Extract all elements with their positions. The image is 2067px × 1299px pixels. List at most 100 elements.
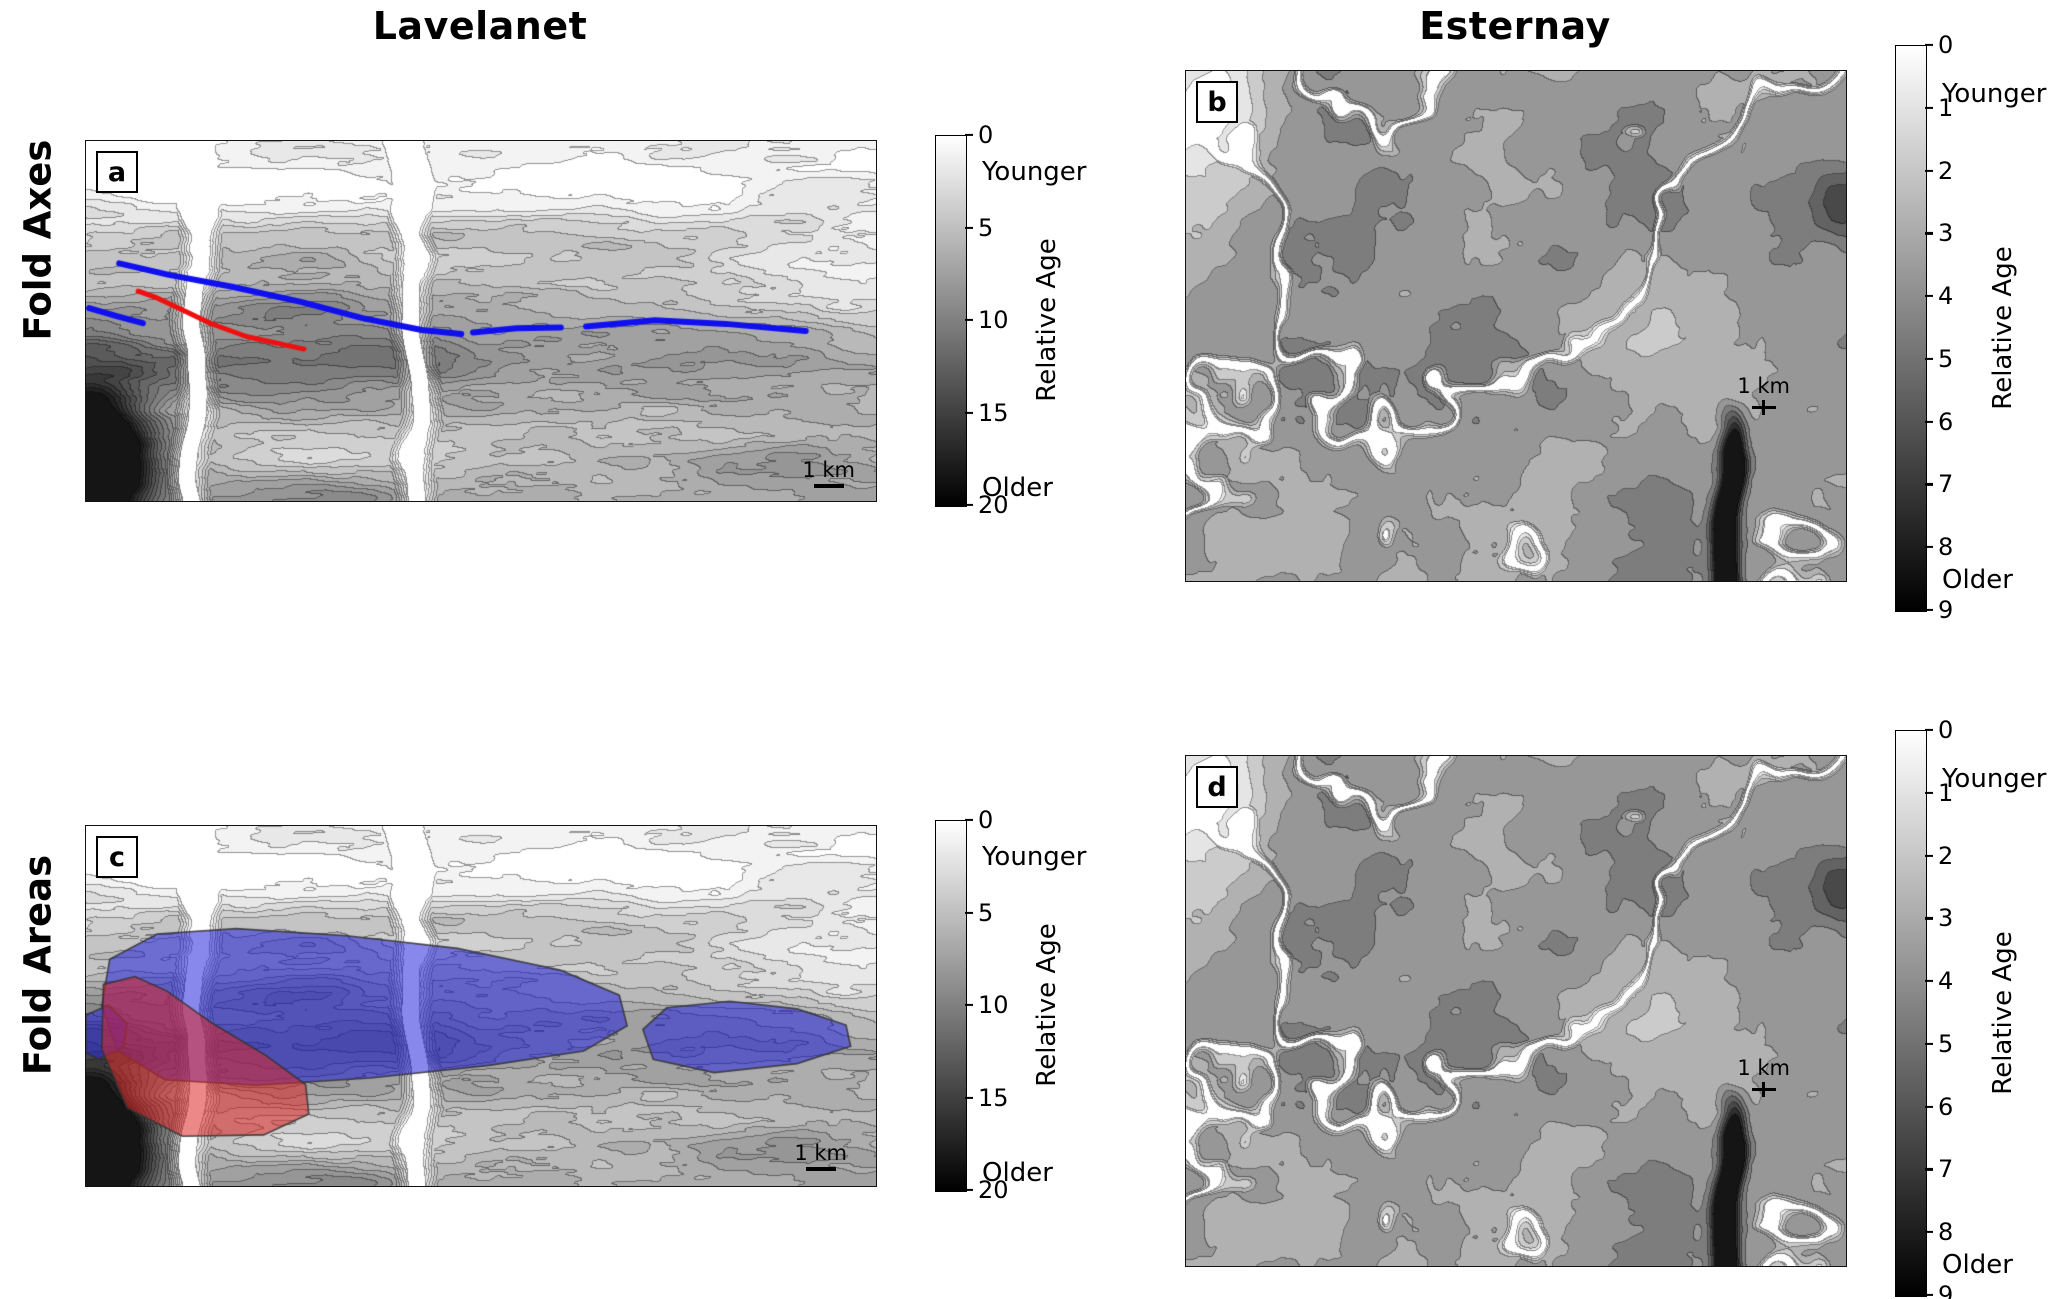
- colorbar-gradient: [935, 820, 967, 1192]
- colorbar-tick-mark: [965, 1003, 973, 1007]
- colorbar-tick-mark: [1925, 232, 1933, 235]
- colorbar-tick-mark: [965, 503, 973, 507]
- colorbar-tick-label: 0: [1938, 31, 1954, 59]
- colorbar-tick-label: 1: [1938, 778, 1954, 807]
- column-title-lavelanet: Lavelanet: [372, 4, 588, 48]
- colorbar-tick-mark: [1925, 1231, 1933, 1234]
- colorbar-tick-mark: [1925, 728, 1933, 732]
- panel-a-letter: a: [96, 151, 138, 193]
- colorbar-tick-label: 15: [978, 398, 1009, 427]
- colorbar-tick-label: 0: [1938, 716, 1954, 744]
- colorbar-tick-label: 3: [1938, 904, 1954, 933]
- scalebar-line: [805, 1167, 836, 1171]
- colorbar-tick-mark: [1925, 295, 1933, 298]
- colorbar-tick-mark: [1925, 1168, 1933, 1171]
- scalebar-line: [1751, 1082, 1776, 1097]
- colorbar-tick-label: 4: [1938, 967, 1954, 996]
- colorbar-tick-label: 9: [1938, 1281, 1954, 1299]
- colorbar-tick-label: 6: [1938, 1092, 1954, 1121]
- colorbar-tick-label: 20: [978, 491, 1009, 519]
- colorbar-tick-mark: [1925, 420, 1933, 423]
- panel-c: c 1 km: [85, 825, 877, 1187]
- colorbar-tick-mark: [1925, 169, 1933, 172]
- colorbar-tick-label: 3: [1938, 219, 1954, 248]
- colorbar-older-label: Older: [982, 1158, 1053, 1188]
- colorbar-axis-label: Relative Age: [1988, 930, 2018, 1095]
- panel-b: b 1 km: [1185, 70, 1847, 582]
- colorbar-older-label: Older: [982, 473, 1053, 503]
- esternay-fold-areas-map: [1185, 755, 1847, 1267]
- colorbar-tick-label: 9: [1938, 596, 1954, 624]
- colorbar-tick-mark: [965, 911, 973, 914]
- colorbar-axis-label: Relative Age: [1988, 245, 2018, 410]
- colorbar-tick-label: 5: [978, 898, 994, 927]
- panel-d: d 1 km: [1185, 755, 1847, 1267]
- colorbar-tick-mark: [1925, 483, 1933, 486]
- panel-c-letter: c: [96, 836, 138, 878]
- colorbar-b: Younger Older Relative Age 0 1 2 3 4 5 6 7 8 9: [1895, 33, 2067, 622]
- colorbar-tick-mark: [1925, 608, 1933, 612]
- panel-b-letter: b: [1196, 81, 1238, 123]
- scalebar-label: 1 km: [802, 458, 855, 482]
- colorbar-d: Younger Older Relative Age 0 1 2 3 4 5 6 7 8 9: [1895, 718, 2067, 1299]
- esternay-fold-axes-map: [1185, 70, 1847, 582]
- colorbar-older-label: Older: [1942, 565, 2013, 595]
- colorbar-axis-label: Relative Age: [1032, 238, 1062, 402]
- colorbar-tick-label: 8: [1938, 1218, 1954, 1247]
- colorbar-tick-label: 1: [1938, 93, 1954, 122]
- scalebar-label: 1 km: [1737, 1056, 1790, 1080]
- colorbar-tick-mark: [1925, 1042, 1933, 1045]
- colorbar-tick-mark: [965, 318, 973, 322]
- colorbar-tick-label: 7: [1938, 1155, 1954, 1184]
- panel-a: a 1 km: [85, 140, 877, 502]
- colorbar-tick-mark: [1925, 43, 1933, 47]
- panel-c-scalebar: 1 km: [794, 1143, 847, 1171]
- colorbar-gradient: [1895, 730, 1927, 1297]
- colorbar-tick-label: 7: [1938, 470, 1954, 499]
- colorbar-tick-label: 10: [978, 991, 1009, 1019]
- scalebar-label: 1 km: [1737, 374, 1790, 398]
- scalebar-line: [1751, 400, 1776, 415]
- colorbar-tick-mark: [1925, 546, 1933, 549]
- colorbar-tick-mark: [965, 1188, 973, 1192]
- colorbar-gradient: [935, 135, 967, 507]
- colorbar-younger-label: Younger: [982, 842, 1087, 872]
- colorbar-tick-label: 0: [978, 121, 994, 149]
- colorbar-c: Younger Older Relative Age 0 5 10 15 20: [935, 808, 1105, 1202]
- colorbar-tick-mark: [1925, 791, 1933, 794]
- colorbar-tick-mark: [1925, 854, 1933, 857]
- panel-d-letter: d: [1196, 766, 1238, 808]
- colorbar-tick-mark: [965, 133, 973, 137]
- colorbar-tick-label: 5: [1938, 1029, 1954, 1058]
- panel-a-scalebar: 1 km: [802, 460, 855, 488]
- scalebar-line: [813, 484, 844, 488]
- colorbar-tick-label: 5: [1938, 344, 1954, 373]
- colorbar-tick-label: 20: [978, 1176, 1009, 1204]
- colorbar-tick-label: 8: [1938, 533, 1954, 562]
- colorbar-younger-label: Younger: [982, 157, 1087, 187]
- lavelanet-fold-axes-map: [85, 140, 877, 502]
- panel-d-scalebar: 1 km: [1737, 1058, 1790, 1097]
- colorbar-younger-label: Younger: [1942, 79, 2047, 109]
- colorbar-tick-mark: [1925, 357, 1933, 360]
- row-label-fold-axes: Fold Axes: [16, 139, 60, 341]
- colorbar-axis-label: Relative Age: [1032, 923, 1062, 1087]
- lavelanet-fold-areas-map: [85, 825, 877, 1187]
- colorbar-a: Younger Older Relative Age 0 5 10 15 20: [935, 123, 1105, 517]
- column-title-esternay: Esternay: [1419, 4, 1611, 48]
- scalebar-label: 1 km: [794, 1141, 847, 1165]
- colorbar-tick-label: 15: [978, 1083, 1009, 1112]
- colorbar-tick-label: 0: [978, 806, 994, 834]
- colorbar-tick-mark: [1925, 1105, 1933, 1108]
- colorbar-tick-mark: [965, 226, 973, 229]
- row-label-fold-areas: Fold Areas: [16, 854, 60, 1076]
- colorbar-tick-mark: [1925, 980, 1933, 983]
- colorbar-tick-label: 5: [978, 213, 994, 242]
- colorbar-younger-label: Younger: [1942, 764, 2047, 794]
- colorbar-tick-label: 2: [1938, 156, 1954, 185]
- panel-b-scalebar: 1 km: [1737, 376, 1790, 415]
- colorbar-tick-mark: [1925, 917, 1933, 920]
- colorbar-tick-label: 4: [1938, 282, 1954, 311]
- colorbar-tick-label: 10: [978, 306, 1009, 334]
